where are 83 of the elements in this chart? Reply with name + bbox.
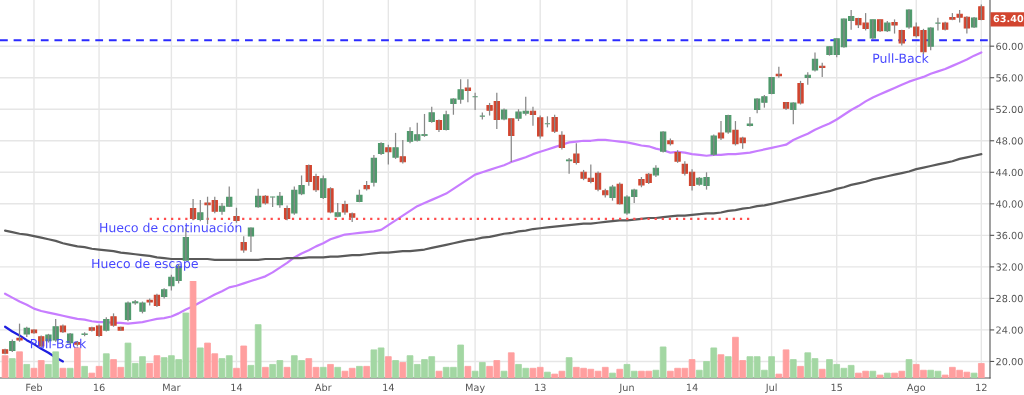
candlestick bbox=[385, 144, 392, 166]
x-tick-label: 13 bbox=[535, 383, 546, 392]
bar bbox=[262, 366, 269, 378]
bar bbox=[356, 365, 363, 378]
x-tick-label: Jun bbox=[618, 383, 634, 393]
bar bbox=[319, 366, 327, 378]
candlestick bbox=[797, 80, 804, 106]
candlestick bbox=[197, 199, 204, 222]
annotation: Hueco de escape bbox=[92, 258, 198, 271]
y-tick-label: 44.00 bbox=[996, 168, 1023, 177]
candlestick bbox=[616, 181, 623, 206]
x-tick-label: 12 bbox=[976, 383, 987, 391]
candlestick bbox=[320, 174, 327, 200]
bar bbox=[435, 370, 443, 378]
y-tick-label: 48.00 bbox=[996, 137, 1023, 145]
x-tick-label: 16 bbox=[93, 383, 105, 392]
x-tick-label: Jul bbox=[765, 383, 777, 393]
bar bbox=[197, 347, 204, 378]
bar bbox=[81, 365, 88, 378]
bar bbox=[327, 364, 334, 378]
candlestick bbox=[573, 142, 580, 166]
bar bbox=[334, 366, 342, 378]
x-tick-label: 14 bbox=[383, 383, 394, 391]
annotation: 63.40 bbox=[993, 14, 1024, 23]
y-tick-label: 28.00 bbox=[996, 294, 1023, 303]
bar bbox=[905, 359, 913, 378]
bar bbox=[392, 360, 399, 378]
candlestick bbox=[392, 132, 399, 160]
bar bbox=[869, 370, 877, 378]
bar bbox=[724, 356, 732, 378]
y-tick-label: 24.00 bbox=[996, 326, 1023, 334]
y-tick-label: 32.00 bbox=[996, 263, 1023, 271]
bar bbox=[8, 358, 16, 378]
bar bbox=[66, 367, 74, 378]
bar bbox=[876, 374, 884, 378]
x-tick-label: Abr bbox=[314, 383, 332, 392]
bar bbox=[884, 372, 891, 378]
bar bbox=[23, 364, 31, 378]
y-tick-label: 56.00 bbox=[996, 74, 1023, 82]
bar bbox=[609, 372, 616, 378]
y-tick-label: 36.00 bbox=[996, 231, 1023, 240]
y-tick-label: 60.00 bbox=[996, 42, 1023, 51]
bar bbox=[978, 363, 985, 378]
bar bbox=[544, 371, 551, 378]
bar bbox=[507, 352, 515, 378]
candlestick bbox=[508, 117, 515, 163]
x-tick-label: 14 bbox=[231, 383, 243, 391]
y-tick-label: 52.00 bbox=[996, 105, 1023, 114]
candlestick bbox=[551, 114, 558, 134]
bar bbox=[283, 366, 291, 378]
line-series bbox=[3, 51, 983, 325]
bar bbox=[74, 347, 81, 378]
bar bbox=[789, 359, 797, 378]
candlestick bbox=[16, 322, 23, 343]
y-tick-label: 40.00 bbox=[996, 200, 1023, 208]
annotation: Hueco de continuación bbox=[100, 222, 242, 233]
y-tick-label: 20.00 bbox=[996, 357, 1023, 366]
annotation: Pull-Back bbox=[873, 53, 929, 63]
x-tick-label: Ago bbox=[906, 383, 926, 393]
x-tick-label: Feb bbox=[26, 383, 43, 392]
bar bbox=[385, 356, 392, 378]
candlestick bbox=[927, 26, 934, 51]
x-tick-label: May bbox=[466, 383, 485, 393]
bar bbox=[16, 351, 23, 378]
bar bbox=[797, 365, 804, 378]
bar bbox=[1, 355, 9, 378]
bar bbox=[464, 365, 472, 378]
candlestick bbox=[327, 186, 334, 214]
bar bbox=[189, 281, 197, 378]
bar bbox=[102, 353, 110, 378]
x-tick-label: 15 bbox=[831, 383, 843, 392]
bar bbox=[363, 365, 370, 378]
bar bbox=[500, 370, 508, 378]
bar bbox=[399, 362, 407, 378]
bar bbox=[59, 367, 67, 378]
bar bbox=[818, 368, 826, 378]
candlestick bbox=[790, 101, 797, 125]
x-tick-label: 14 bbox=[686, 383, 698, 391]
x-tick-label: Mar bbox=[163, 383, 181, 392]
bar bbox=[970, 372, 978, 378]
bar bbox=[616, 368, 624, 378]
bar bbox=[717, 354, 725, 378]
bar bbox=[565, 357, 573, 378]
